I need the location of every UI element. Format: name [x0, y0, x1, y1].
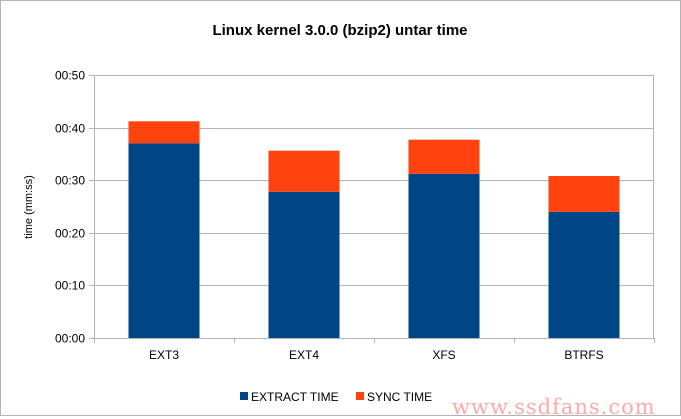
- bar-segment: [548, 211, 620, 338]
- bar-segment: [408, 139, 480, 174]
- chart-title: Linux kernel 3.0.0 (bzip2) untar time: [212, 22, 467, 39]
- y-tick-label: 00:00: [55, 332, 85, 346]
- legend-label: SYNC TIME: [367, 390, 432, 404]
- bar-segment: [548, 175, 620, 212]
- bar-segment: [128, 143, 200, 338]
- bar-segment: [408, 173, 480, 338]
- bar-segment: [268, 191, 340, 338]
- bar-segment: [128, 121, 200, 144]
- x-tick-label: XFS: [432, 348, 455, 362]
- legend-label: EXTRACT TIME: [251, 390, 339, 404]
- watermark-text: www.ssdfans.com: [452, 395, 656, 419]
- x-tick-label: EXT3: [149, 348, 179, 362]
- y-axis-label: time (mm:ss): [23, 175, 35, 239]
- bars: [128, 121, 620, 338]
- x-tick-labels: EXT3 EXT4 XFS BTRFS: [149, 348, 604, 362]
- legend-swatch: [240, 392, 248, 400]
- x-tick-label: BTRFS: [564, 348, 603, 362]
- y-tick-label: 00:20: [55, 227, 85, 241]
- legend-swatch: [356, 392, 364, 400]
- axes: [89, 75, 655, 343]
- x-tick-label: EXT4: [289, 348, 319, 362]
- y-tick-label: 00:40: [55, 122, 85, 136]
- y-tick-label: 00:10: [55, 279, 85, 293]
- y-tick-label: 00:30: [55, 174, 85, 188]
- bar-segment: [268, 150, 340, 192]
- y-tick-label: 00:50: [55, 69, 85, 83]
- y-tick-labels: 00:00 00:10 00:20 00:30 00:40 00:50: [55, 69, 85, 346]
- legend: EXTRACT TIME SYNC TIME: [240, 390, 432, 404]
